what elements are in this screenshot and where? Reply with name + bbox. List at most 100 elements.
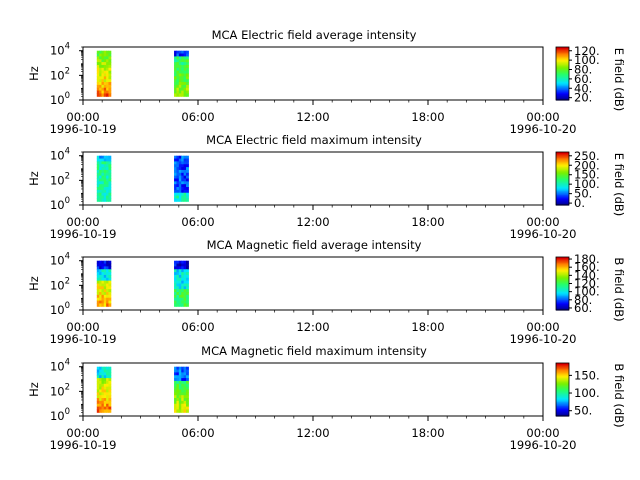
colorbar-swatch [556,291,569,294]
heatmap-cell [178,70,182,74]
colorbar-swatch [556,60,569,63]
heatmap-cell [108,277,112,282]
heatmap-cell [101,155,105,160]
heatmap-cell [106,269,109,273]
heatmap-cell [186,383,189,388]
heatmap-cell [178,64,182,69]
heatmap-cell [178,158,182,162]
colorbar-swatch [556,157,569,160]
heatmap-cell [174,93,177,97]
heatmap-cell [176,161,180,165]
heatmap-cell [178,82,182,86]
data-block [96,366,112,413]
colorbar-swatch [556,405,569,408]
heatmap-cell [96,400,100,405]
plot-frame [82,362,544,417]
heatmap-cell [183,161,187,165]
heatmap-cell [106,286,109,290]
heatmap-cell [96,73,100,77]
colorbar-swatch [556,81,569,84]
heatmap-cell [178,294,182,299]
heatmap-cell [176,167,180,171]
y-tick-label: 104 [50,252,70,268]
heatmap-cell [178,169,182,174]
heatmap-cell [101,289,105,293]
heatmap-cell [176,70,180,74]
heatmap-cell [108,269,112,273]
heatmap-cell [108,406,112,410]
colorbar-swatch [556,368,569,371]
heatmap-cell [183,158,187,162]
heatmap-cell [176,372,180,376]
heatmap-cell [178,403,182,408]
heatmap-cell [103,398,107,402]
y-tick-label: 100 [50,196,70,212]
heatmap-cell [178,272,182,276]
colorbar-swatch [556,152,569,154]
heatmap-cell [101,50,105,55]
heatmap-cell [106,90,109,94]
colorbar-tick-label: 50. [574,187,592,201]
heatmap-cell [183,269,187,273]
heatmap-cell [176,266,180,270]
heatmap-cell [103,386,107,390]
heatmap-cell [181,375,185,379]
colorbar-tick-label: 40. [574,81,592,95]
heatmap-cell [101,263,105,267]
heatmap-cell [176,375,180,379]
x-tick-label: 00:00 [526,426,559,440]
heatmap-cell [186,297,189,302]
heatmap-cell [181,297,185,302]
x-date-start: 1996-10-19 [50,122,117,136]
heatmap-cell [103,283,107,287]
heatmap-cell [101,82,105,86]
heatmap-cell [99,93,102,97]
heatmap-cell [183,372,187,376]
heatmap-cell [106,155,109,160]
heatmap-cell [99,178,102,182]
heatmap-cell [174,64,177,69]
heatmap-cell [99,283,102,287]
heatmap-cell [174,90,177,94]
heatmap-cell [176,303,180,307]
heatmap-cell [103,70,107,74]
colorbar-tick-label: 100. [574,285,600,299]
x-tick-label: 00:00 [526,110,559,124]
heatmap-cell [106,272,109,276]
heatmap-cell [186,392,189,396]
heatmap-cell [181,380,185,385]
heatmap-cell [176,53,180,57]
heatmap-cell [183,155,187,160]
heatmap-cell [106,178,109,182]
heatmap-cell [181,56,185,60]
heatmap-cell [103,67,107,72]
heatmap-cell [99,389,102,393]
heatmap-cell [186,266,189,270]
colorbar-tick-label: 160. [574,260,600,274]
heatmap-cell [183,167,187,171]
heatmap-cell [108,389,112,393]
heatmap-cell [103,277,107,282]
heatmap-cell [174,392,177,396]
heatmap-cell [96,184,100,188]
heatmap-cell [178,274,182,279]
x-tick-label: 00:00 [66,110,99,124]
heatmap-cell [174,50,177,55]
heatmap-cell [186,59,189,63]
heatmap-cell [174,409,177,413]
heatmap-cell [99,372,102,376]
heatmap-cell [96,167,100,171]
heatmap-cell [174,189,177,194]
heatmap-cell [186,292,189,296]
heatmap-cell [174,269,177,273]
heatmap-cell [174,161,177,165]
heatmap-cell [99,76,102,80]
heatmap-cell [108,187,112,191]
colorbar-swatch [556,68,569,71]
heatmap-cell [181,79,185,83]
heatmap-cell [101,175,105,179]
heatmap-cell [176,380,180,385]
heatmap-cell [186,187,189,191]
x-tick-label: 06:00 [181,426,214,440]
heatmap-cell [174,395,177,399]
